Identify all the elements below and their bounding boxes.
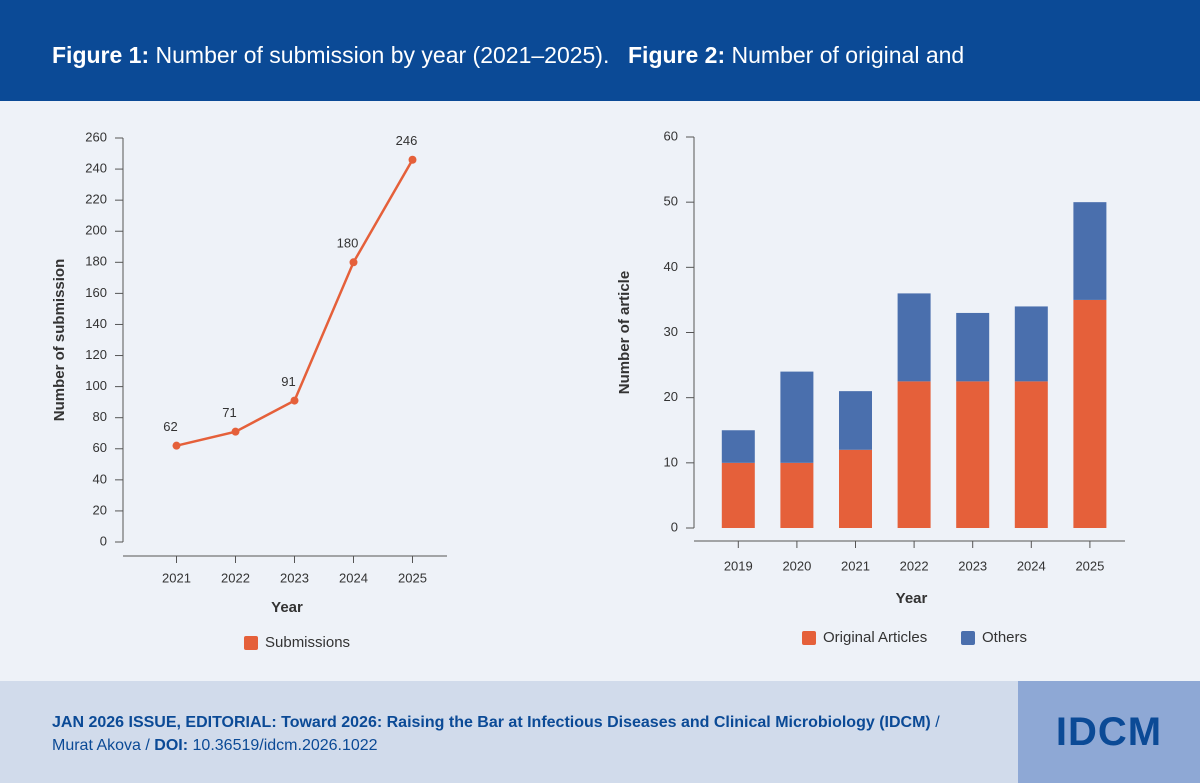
x-tick-label: 2025 [1075,558,1104,573]
x-tick-label: 2020 [782,558,811,573]
bar-segment [956,381,990,528]
x-tick-label: 2019 [724,558,753,573]
separator: / [145,737,150,754]
x-tick-label: 2023 [958,558,987,573]
figure-1-heading: Figure 1: Number of submission by year (… [52,42,609,69]
charts: 0204060801001201401601802002202402602021… [51,128,1125,651]
figure-label: Figure 1: [52,42,150,68]
y-tick-label: 20 [664,389,678,404]
legend-label: Others [982,629,1027,646]
bar-segment [839,449,872,528]
bar-segment [721,462,755,528]
logo: IDCM [1018,681,1200,783]
y-tick-label: 160 [85,285,107,300]
y-tick-label: 60 [664,128,678,143]
figure-title: Number of submission by year (2021–2025)… [155,42,610,68]
y-tick-label: 40 [664,259,678,274]
y-tick-label: 200 [85,223,107,238]
separator: / [935,714,940,731]
y-axis-title: Number of submission [51,259,68,422]
header: Figure 1: Number of submission by year (… [0,0,1200,101]
data-label: 62 [163,419,177,434]
bar-segment [780,371,814,463]
y-tick-label: 140 [85,316,107,331]
doi-label: DOI: [154,737,189,754]
point [408,155,417,164]
author: Murat Akova [52,737,141,754]
legend-swatch [244,636,258,650]
bar-segment [1014,381,1048,528]
bar-segment [897,381,931,528]
issue: JAN 2026 ISSUE, EDITORIAL: [52,714,277,731]
y-axis-title: Number of article [616,271,633,394]
x-tick-label: 2022 [221,570,250,585]
y-tick-label: 20 [93,502,107,517]
y-tick-label: 100 [85,378,107,393]
y-tick-label: 60 [93,440,107,455]
point [290,396,299,405]
legend-swatch [802,631,816,645]
article-title: Toward 2026: Raising the Bar at Infectio… [281,714,931,731]
x-tick-label: 2021 [162,570,191,585]
y-tick-label: 10 [664,454,678,469]
x-tick-label: 2025 [398,570,427,585]
legend-label: Original Articles [823,629,927,646]
bar-segment [1073,202,1107,300]
bar-segment [1014,306,1048,382]
x-axis-title: Year [271,599,303,616]
figure-title: Number of original and [731,42,965,68]
citation: JAN 2026 ISSUE, EDITORIAL: Toward 2026: … [52,711,952,757]
point [349,258,358,267]
bar-segment [1073,299,1107,528]
figure-2-heading: Figure 2: Number of original and [628,42,964,69]
bar-segment [721,430,755,463]
figure-label: Figure 2: [628,42,726,68]
bar-segment [839,391,872,450]
footer: JAN 2026 ISSUE, EDITORIAL: Toward 2026: … [0,681,1200,783]
bar-segment [956,312,990,382]
y-tick-label: 30 [664,324,678,339]
y-tick-label: 0 [100,533,107,548]
x-axis-title: Year [896,590,928,607]
y-tick-label: 220 [85,192,107,207]
data-label: 71 [222,405,236,420]
data-label: 91 [281,374,295,389]
legend-swatch [961,631,975,645]
y-tick-label: 0 [671,519,678,534]
legend-label: Submissions [265,634,350,651]
x-tick-label: 2024 [1017,558,1046,573]
doi: 10.36519/idcm.2026.1022 [192,737,378,754]
y-tick-label: 180 [85,254,107,269]
data-label: 246 [396,133,418,148]
x-tick-label: 2022 [900,558,929,573]
data-label: 180 [337,236,359,251]
x-tick-label: 2024 [339,570,368,585]
point [231,427,240,436]
point [172,441,181,450]
x-tick-label: 2021 [841,558,870,573]
y-tick-label: 80 [93,409,107,424]
y-tick-label: 50 [664,194,678,209]
y-tick-label: 40 [93,471,107,486]
bar-segment [780,462,814,528]
x-tick-label: 2023 [280,570,309,585]
bar-segment [897,293,931,382]
y-tick-label: 260 [85,129,107,144]
y-tick-label: 240 [85,161,107,176]
y-tick-label: 120 [85,347,107,362]
